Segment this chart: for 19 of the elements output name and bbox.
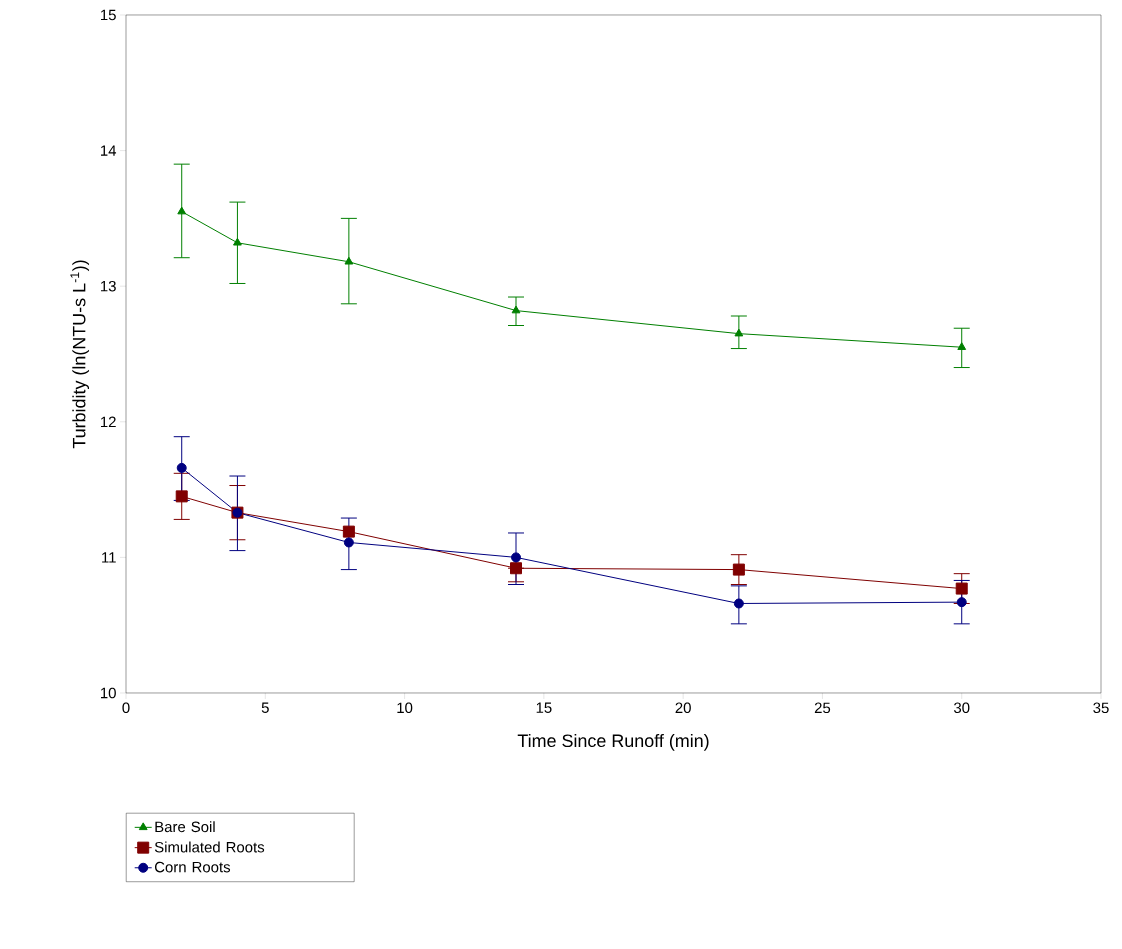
y-tick-label: 12 [101, 416, 116, 427]
y-axis-title: Turbidity (ln(NTU-s L$^{-1}$)) [70, 260, 90, 449]
y-tick-label: 13 [101, 280, 116, 292]
x-tick-label: 35 [1093, 702, 1109, 714]
x-tick-label: 15 [536, 702, 552, 713]
x-tick-label: 5 [261, 702, 269, 713]
x-tick-label: 0 [122, 702, 130, 714]
legend-label: Simulated Roots [154, 841, 265, 853]
legend-label: Corn Roots [154, 861, 231, 873]
x-tick-label: 30 [953, 702, 970, 714]
x-tick-label: 25 [814, 702, 831, 714]
y-tick-label: 14 [101, 145, 117, 156]
y-tick-label: 10 [101, 687, 116, 699]
legend-label: Bare Soil [155, 821, 215, 833]
x-tick-label: 10 [397, 702, 413, 714]
x-axis-title: Time Since Runoff (min) [517, 733, 709, 751]
y-tick-label: 11 [102, 552, 116, 563]
y-tick-label: 15 [101, 9, 116, 21]
x-tick-label: 20 [675, 702, 691, 714]
